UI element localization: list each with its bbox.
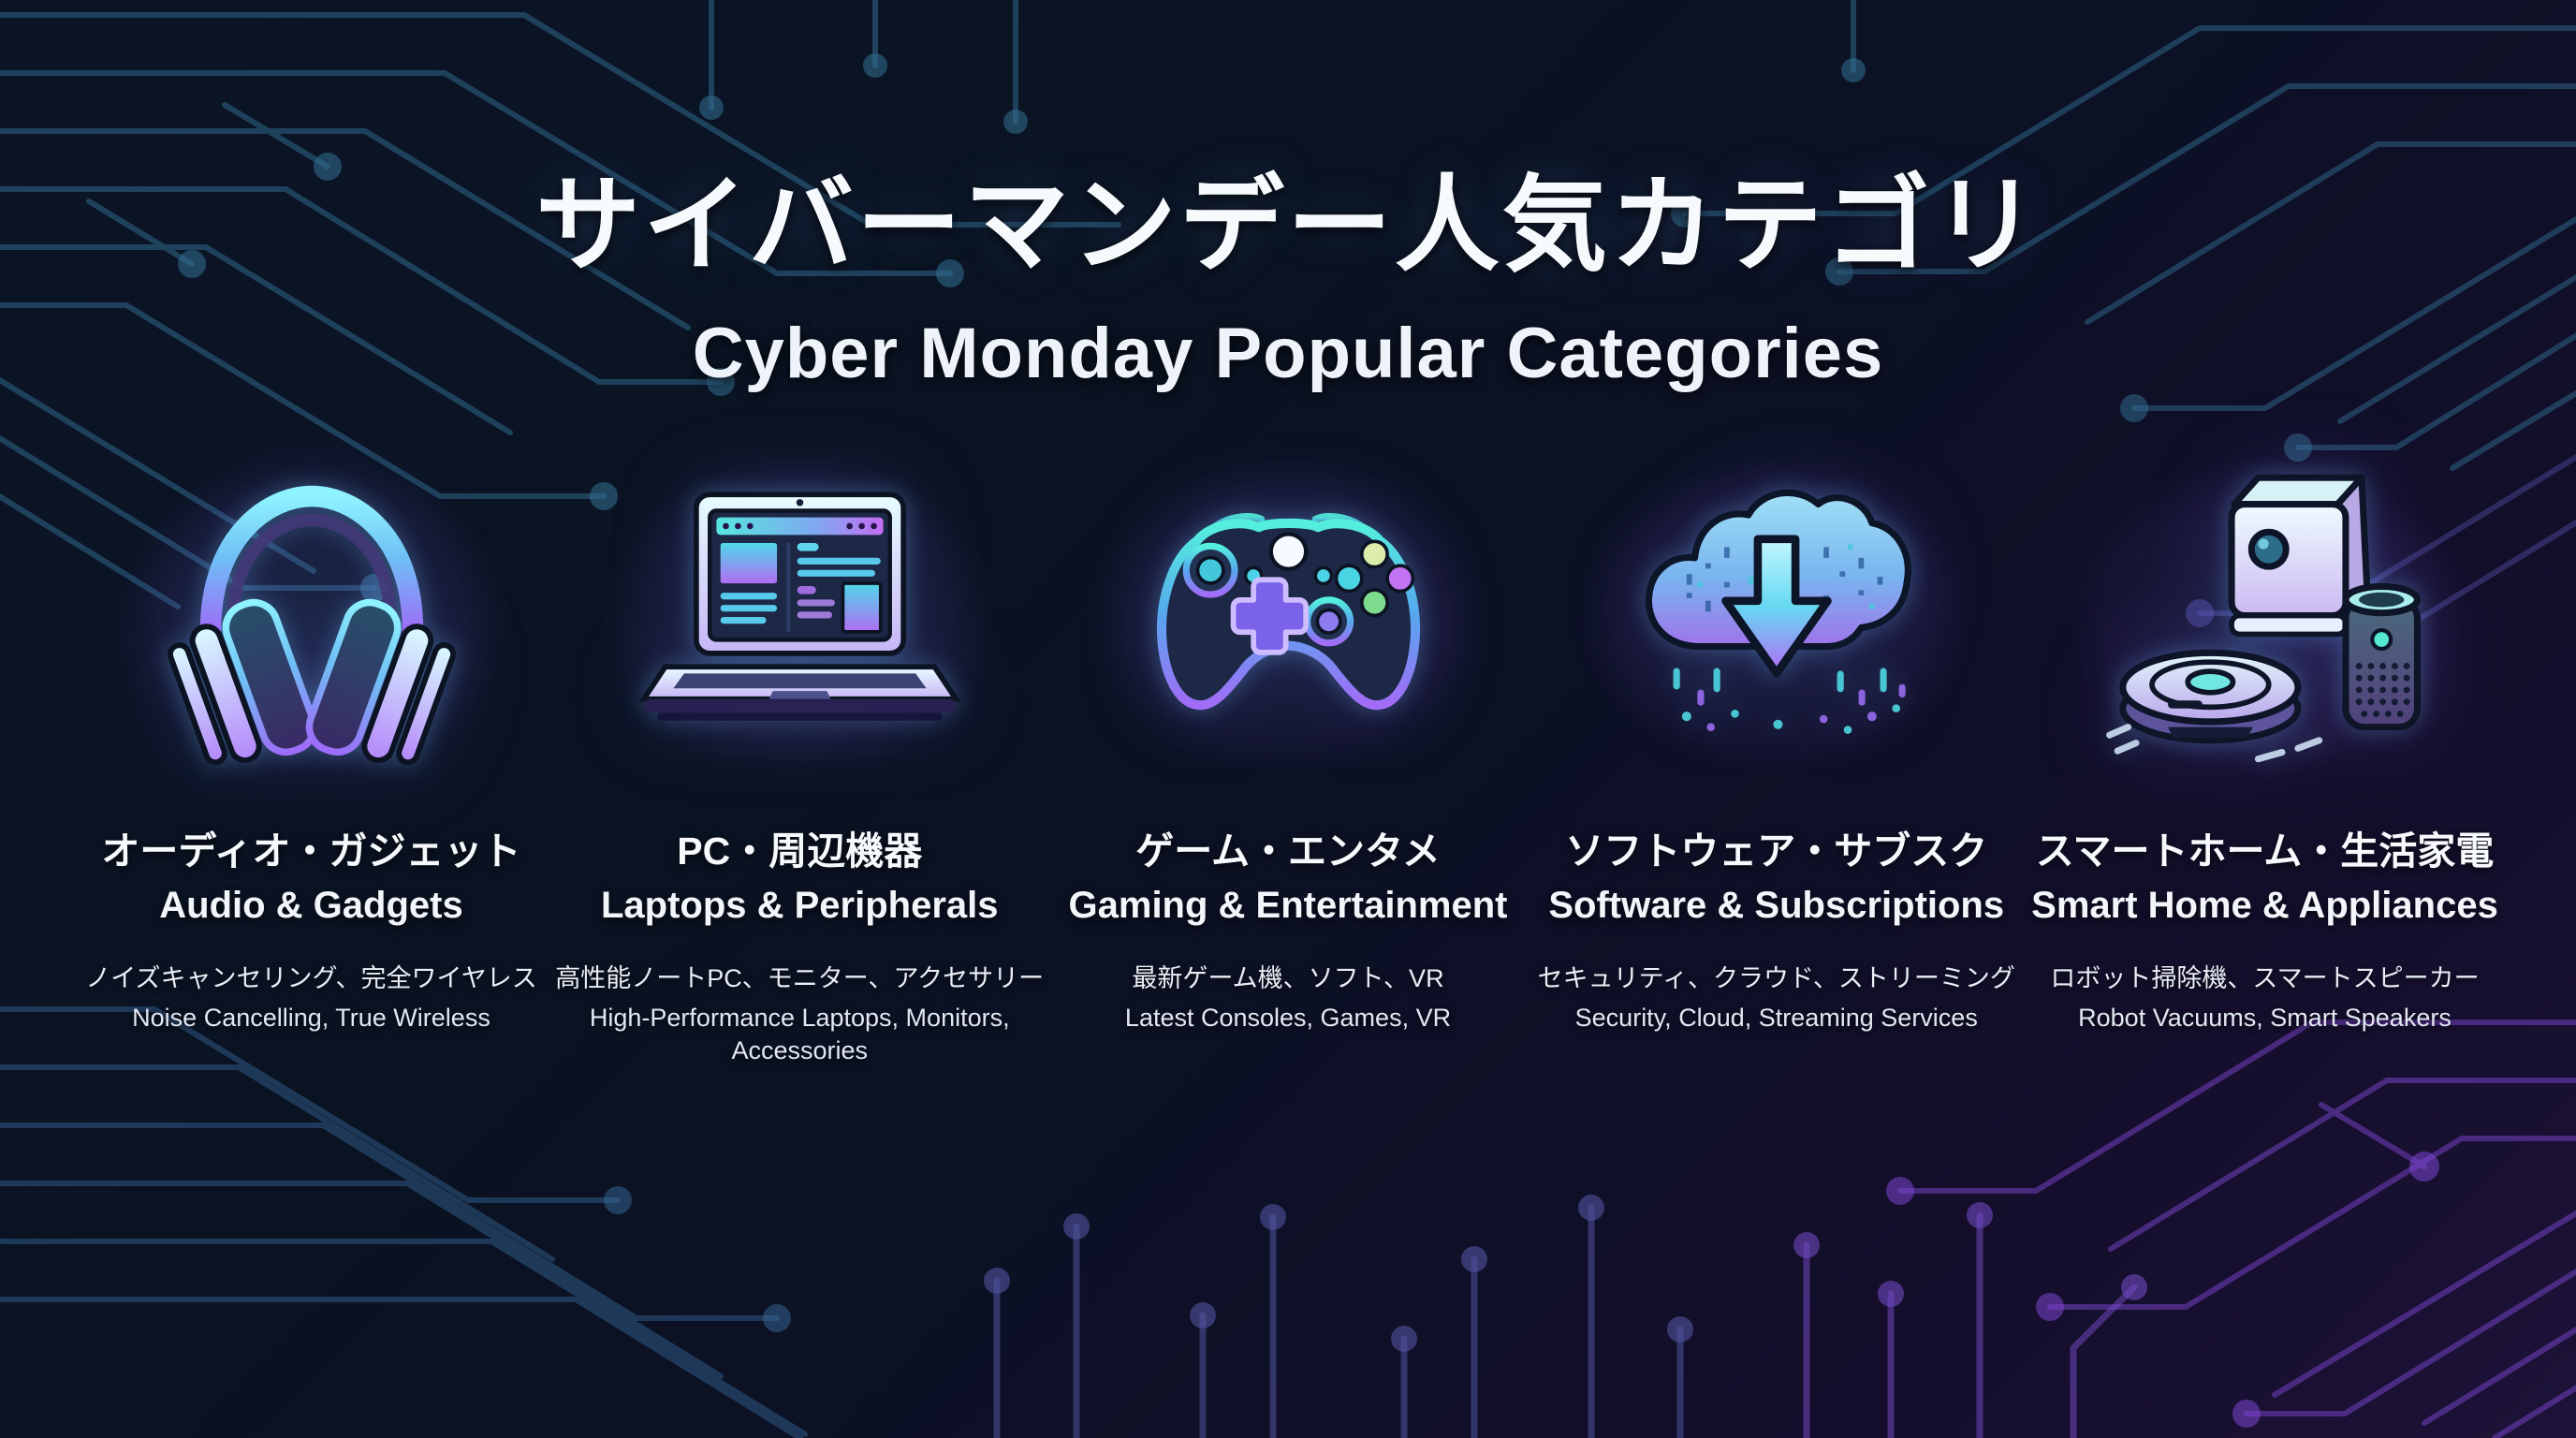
category-subtitle-ja: 高性能ノートPC、モニター、アクセサリー xyxy=(555,964,1045,992)
category-subtitle-ja: 最新ゲーム機、ソフト、VR xyxy=(1132,964,1444,992)
category-laptops-peripherals: PC・周辺機器 Laptops & Peripherals 高性能ノートPC、モ… xyxy=(555,443,1044,1068)
category-subtitle-ja: セキュリティ、クラウド、ストリーミング xyxy=(1537,964,2015,992)
category-title-en: Software & Subscriptions xyxy=(1548,885,2005,926)
headphones-icon xyxy=(75,443,548,791)
category-audio-gadgets: オーディオ・ガジェット Audio & Gadgets ノイズキャンセリング、完… xyxy=(75,443,548,1068)
page-title-ja: サイバーマンデー人気カテゴリ xyxy=(535,167,2041,284)
cloud-download-icon xyxy=(1540,443,2012,791)
category-title-en: Audio & Gadgets xyxy=(159,885,463,926)
category-smart-home-appliances: スマートホーム・生活家電 Smart Home & Appliances ロボッ… xyxy=(2028,443,2501,1068)
page-title-en: Cyber Monday Popular Categories xyxy=(692,314,1884,393)
category-title-en: Gaming & Entertainment xyxy=(1068,885,1508,926)
category-subtitle-en: Robot Vacuums, Smart Speakers xyxy=(2078,1003,2452,1032)
category-subtitle-ja: ノイズキャンセリング、完全ワイヤレス xyxy=(85,964,537,992)
laptop-icon xyxy=(564,443,1036,791)
category-title-ja: ゲーム・エンタメ xyxy=(1135,829,1441,873)
category-row: オーディオ・ガジェット Audio & Gadgets ノイズキャンセリング、完… xyxy=(0,443,2576,1068)
header: サイバーマンデー人気カテゴリ Cyber Monday Popular Cate… xyxy=(0,0,2576,394)
category-subtitle-en: Latest Consoles, Games, VR xyxy=(1124,1003,1452,1032)
category-title-en: Smart Home & Appliances xyxy=(2031,885,2498,926)
category-subtitle-en: Security, Cloud, Streaming Services xyxy=(1574,1003,1978,1032)
smart-home-devices-icon xyxy=(2028,443,2501,791)
category-subtitle-ja: ロボット掃除機、スマートスピーカー xyxy=(2050,964,2480,992)
category-gaming-entertainment: ゲーム・エンタメ Gaming & Entertainment 最新ゲーム機、ソ… xyxy=(1052,443,1525,1068)
category-software-subscriptions: ソフトウェア・サブスク Software & Subscriptions セキュ… xyxy=(1538,443,2015,1068)
category-title-ja: ソフトウェア・サブスク xyxy=(1565,829,1988,873)
category-title-ja: PC・周辺機器 xyxy=(677,829,923,873)
game-controller-icon xyxy=(1052,443,1525,791)
category-title-ja: スマートホーム・生活家電 xyxy=(2035,829,2495,873)
category-subtitle-en: Noise Cancelling, True Wireless xyxy=(132,1003,490,1032)
category-subtitle-en: High-Performance Laptops, Monitors, Acce… xyxy=(589,1003,1010,1065)
category-title-en: Laptops & Peripherals xyxy=(600,885,999,926)
category-title-ja: オーディオ・ガジェット xyxy=(101,829,521,873)
